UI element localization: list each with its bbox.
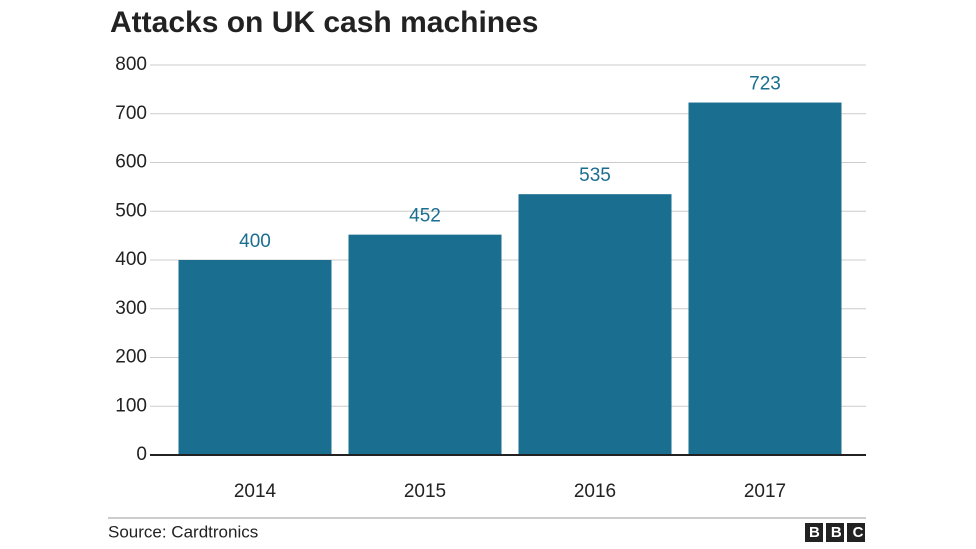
x-tick-label: 2015 bbox=[404, 481, 446, 502]
x-tick-label: 2017 bbox=[744, 481, 786, 502]
logo-box bbox=[826, 523, 844, 542]
logo-text: BBC bbox=[809, 524, 875, 541]
bar bbox=[178, 260, 332, 455]
y-tick-label: 100 bbox=[115, 395, 147, 416]
logo-box bbox=[805, 523, 823, 542]
y-tick-label: 800 bbox=[115, 54, 147, 75]
value-label: 452 bbox=[409, 206, 441, 227]
y-tick-label: 0 bbox=[136, 444, 147, 465]
y-tick-label: 200 bbox=[115, 347, 147, 368]
y-tick-label: 400 bbox=[115, 249, 147, 270]
y-tick-label: 700 bbox=[115, 103, 147, 124]
bar bbox=[348, 234, 502, 455]
bar bbox=[518, 194, 672, 455]
value-label: 400 bbox=[239, 231, 271, 252]
x-tick-label: 2014 bbox=[234, 481, 277, 502]
y-tick-label: 600 bbox=[115, 152, 147, 173]
logo-box bbox=[847, 523, 865, 542]
value-label: 723 bbox=[749, 74, 781, 95]
x-tick-label: 2016 bbox=[574, 481, 616, 502]
y-tick-label: 500 bbox=[115, 200, 147, 221]
bar bbox=[688, 102, 842, 455]
bbc-logo: BBC bbox=[805, 523, 875, 542]
chart-title: Attacks on UK cash machines bbox=[110, 6, 538, 39]
source: Source: Cardtronics bbox=[108, 522, 258, 541]
value-label: 535 bbox=[579, 165, 611, 186]
y-tick-label: 300 bbox=[115, 298, 147, 319]
